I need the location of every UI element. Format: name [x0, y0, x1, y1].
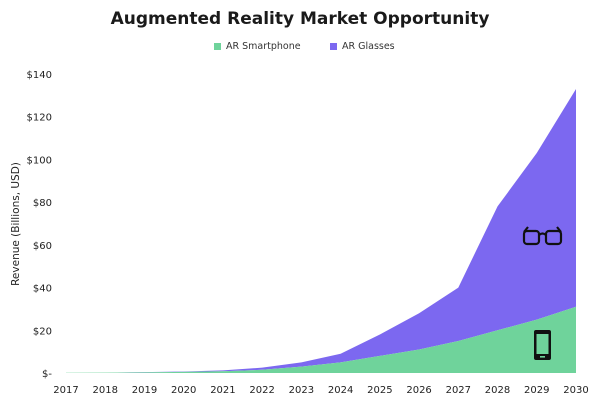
x-tick-label: 2026 — [406, 385, 431, 396]
y-tick-label: $60 — [33, 241, 52, 252]
chart-areas — [66, 88, 576, 373]
x-tick-label: 2029 — [524, 385, 549, 396]
legend-item-ar-glasses: AR Glasses — [330, 41, 395, 52]
legend-item-ar-smartphone: AR Smartphone — [214, 41, 301, 52]
x-tick-label: 2025 — [367, 385, 392, 396]
legend-swatch-glasses — [330, 43, 337, 50]
y-tick-label: $100 — [27, 155, 52, 166]
x-tick-label: 2030 — [563, 385, 588, 396]
glasses-icon — [522, 226, 563, 246]
x-tick-label: 2018 — [93, 385, 118, 396]
x-tick-label: 2024 — [328, 385, 353, 396]
area-ar-smartphone — [66, 306, 576, 373]
x-tick-label: 2021 — [210, 385, 235, 396]
legend-swatch-smartphone — [214, 43, 221, 50]
x-axis-ticks: 2017 2018 2019 2020 2021 2022 2023 2024 2025 2026… — [53, 385, 588, 396]
y-tick-label: $40 — [33, 284, 52, 295]
y-tick-label: $120 — [27, 113, 52, 124]
x-tick-label: 2017 — [53, 385, 78, 396]
x-tick-label: 2023 — [289, 385, 314, 396]
y-axis-ticks: $- $20 $40 $60 $80 $100 $120 $140 — [27, 70, 53, 380]
smartphone-icon — [534, 330, 551, 360]
y-tick-label: $140 — [27, 70, 52, 81]
y-tick-label: $80 — [33, 198, 52, 209]
x-tick-label: 2022 — [249, 385, 274, 396]
y-axis-label: Revenue (Billions, USD) — [10, 162, 22, 286]
chart-title: Augmented Reality Market Opportunity — [110, 9, 490, 29]
x-tick-label: 2028 — [485, 385, 510, 396]
area-ar-glasses — [66, 88, 576, 373]
y-tick-label: $- — [42, 369, 52, 380]
x-tick-label: 2020 — [171, 385, 196, 396]
x-tick-label: 2027 — [446, 385, 471, 396]
x-tick-label: 2019 — [132, 385, 157, 396]
legend-label-smartphone: AR Smartphone — [226, 41, 301, 52]
legend-label-glasses: AR Glasses — [342, 41, 395, 52]
y-tick-label: $20 — [33, 326, 52, 337]
